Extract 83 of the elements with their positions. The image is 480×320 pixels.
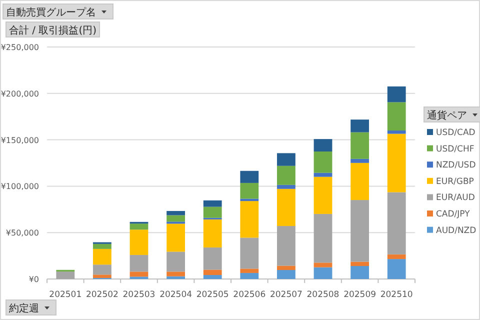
bar [240, 198, 259, 202]
bar [166, 252, 185, 272]
legend-title: 通貨ペア [427, 110, 467, 122]
bar [93, 244, 112, 249]
bar [277, 226, 296, 266]
bar [130, 230, 148, 255]
bar [314, 262, 332, 268]
bar [350, 158, 369, 163]
legend-label: AUD/NZD [436, 226, 477, 236]
bar [203, 270, 222, 276]
y-axis-title: 合計 / 取引損益(円) [9, 24, 97, 36]
x-tick-label: 202504 [160, 290, 192, 300]
bar [387, 192, 406, 254]
x-axis-title: 約定週 [9, 302, 39, 314]
bar [240, 182, 259, 199]
bar [314, 172, 332, 177]
bar [387, 86, 406, 102]
bar [350, 120, 369, 132]
bar [277, 266, 296, 270]
y-tick-label: ¥250,000 [0, 43, 39, 52]
bar [130, 224, 148, 230]
bar [314, 151, 332, 173]
bar [93, 264, 112, 275]
x-tick-label: 202508 [306, 290, 340, 300]
bar [350, 266, 369, 279]
legend-label: USD/CHF [436, 144, 474, 154]
x-tick-label: 202501 [49, 290, 82, 300]
y-tick-label: ¥0 [28, 275, 39, 284]
bar [203, 219, 222, 248]
y-tick-label: ¥50,000 [6, 228, 39, 238]
x-tick-label: 202506 [233, 290, 266, 300]
bar [314, 214, 332, 263]
bar [56, 272, 75, 279]
bar [387, 254, 406, 260]
legend-label: EUR/AUD [436, 193, 476, 204]
text: 自動売買グループ名 [6, 6, 96, 18]
bar [277, 188, 296, 226]
bar [130, 254, 148, 272]
bar [166, 224, 185, 252]
bar [166, 210, 185, 216]
x-tick-label: 202503 [122, 290, 156, 300]
bar [350, 132, 369, 159]
bar [93, 248, 112, 265]
bar [240, 272, 259, 279]
bar [387, 134, 406, 192]
bar [314, 139, 332, 152]
bar [166, 272, 185, 276]
bar [166, 276, 185, 279]
x-tick-label: 202507 [270, 290, 302, 300]
bar [203, 275, 222, 279]
bar [350, 162, 369, 200]
bar [203, 200, 222, 207]
bar [387, 259, 406, 279]
bar [240, 201, 259, 238]
bar [350, 200, 369, 262]
x-tick-label: 202502 [86, 290, 118, 300]
x-tick-label: 202510 [380, 290, 413, 300]
x-tick-label: 202505 [196, 290, 229, 300]
y-tick-label: ¥100,000 [0, 182, 39, 192]
y-tick-label: ¥150,000 [0, 136, 39, 145]
bar [314, 267, 332, 279]
legend-label: CAD/JPY [436, 210, 471, 220]
bar [277, 270, 296, 279]
bar [387, 130, 406, 134]
bar [277, 153, 296, 166]
bar [277, 166, 296, 185]
bar [350, 262, 369, 266]
bar [130, 272, 148, 277]
bar [240, 238, 259, 269]
bar [203, 247, 222, 270]
bar [240, 268, 259, 273]
bar [277, 184, 296, 189]
bar [240, 170, 259, 183]
bar [93, 274, 112, 278]
bar [387, 102, 406, 131]
legend-label: EUR/GBP [436, 176, 474, 187]
x-tick-label: 202509 [344, 290, 376, 300]
legend-label: NZD/USD [436, 160, 476, 171]
bar [166, 215, 185, 222]
legend-label: USD/CAD [436, 128, 476, 138]
bar [203, 206, 222, 218]
y-tick-label: ¥200,000 [0, 89, 39, 98]
bar [314, 176, 332, 214]
